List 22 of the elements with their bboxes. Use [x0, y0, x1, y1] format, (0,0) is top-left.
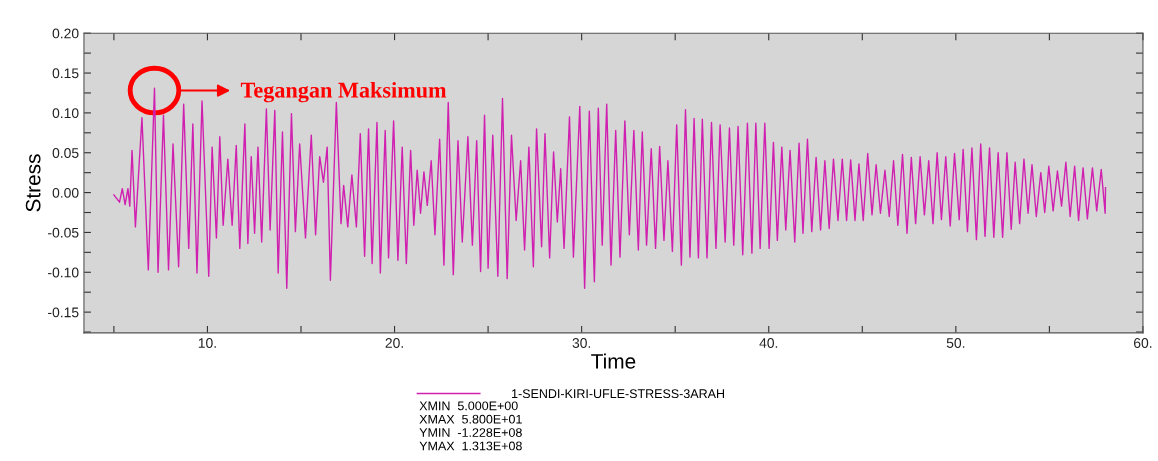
text: 1-SENDI-KIRI-UFLE-STRESS-3ARAH: [512, 389, 724, 399]
y-tick-label: 0.10: [52, 108, 79, 119]
x-tick-label: 10.: [198, 338, 216, 348]
text: YMAX 1.313E+08: [419, 441, 522, 451]
y-tick-label: 0.05: [52, 148, 79, 158]
text: XMIN 5.000E+00: [419, 401, 518, 411]
y-tick-label: -0.05: [48, 227, 79, 238]
y-axis-title: Stress: [25, 154, 41, 212]
y-tick-label: 0.15: [52, 68, 79, 79]
x-tick-label: 60.: [1134, 338, 1152, 348]
y-tick-label: 0.20: [52, 28, 79, 39]
x-tick-label: 20.: [385, 338, 403, 348]
x-axis-title: Time: [591, 353, 636, 369]
y-tick-label: -0.10: [48, 267, 79, 278]
x-tick-label: 50.: [946, 338, 965, 348]
text: YMIN -1.228E+08: [419, 428, 522, 437]
annotation: Tegangan Maksimum: [240, 82, 447, 103]
text: XMAX 5.800E+01: [419, 414, 522, 424]
y-tick-label: 0.00: [52, 187, 79, 198]
x-tick-label: 40.: [759, 338, 778, 348]
x-tick-label: 30.: [572, 338, 591, 348]
y-tick-label: -0.15: [48, 307, 79, 318]
